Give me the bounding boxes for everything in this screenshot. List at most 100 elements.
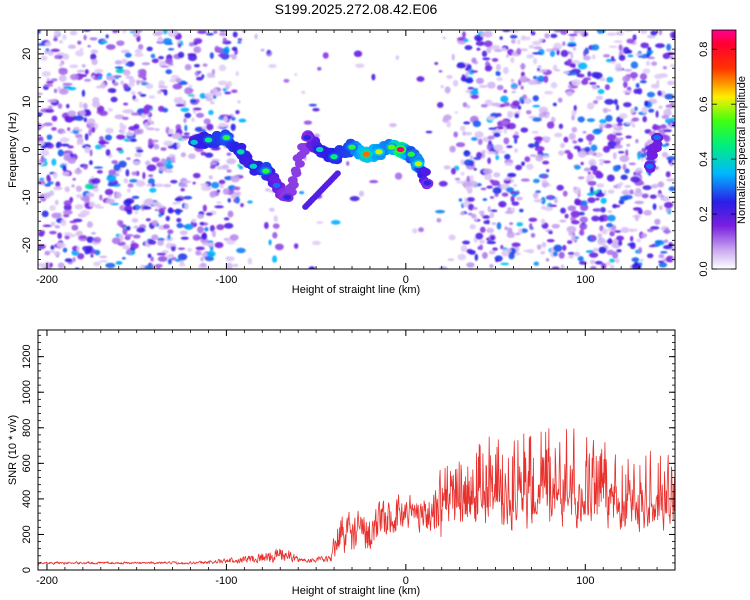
heatmap-cell <box>514 148 518 153</box>
heatmap-cell <box>196 76 204 81</box>
heatmap-cell <box>158 55 164 60</box>
heatmap-cell <box>481 50 488 57</box>
heatmap-cell <box>39 177 45 181</box>
heatmap-cell <box>76 246 80 253</box>
heatmap-cell <box>625 135 632 139</box>
heatmap-cell <box>535 154 544 162</box>
heatmap-cell <box>462 31 466 38</box>
heatmap-cell <box>492 247 498 251</box>
heatmap-cell <box>568 33 578 37</box>
heatmap-cell <box>463 38 469 43</box>
heatmap-cell <box>80 209 91 216</box>
heatmap-cell <box>550 82 558 89</box>
heatmap-cell <box>558 251 565 259</box>
heatmap-cell <box>209 165 216 169</box>
heatmap-cell <box>82 102 88 110</box>
heatmap-cell <box>563 136 569 143</box>
heatmap-cell <box>532 104 541 108</box>
heatmap-ytick-label: 10 <box>21 96 33 108</box>
heatmap-cell <box>62 34 67 40</box>
heatmap-cell <box>607 140 617 148</box>
heatmap-cell <box>654 218 661 225</box>
heatmap-cell <box>167 207 174 214</box>
heatmap-cell <box>161 250 169 254</box>
heatmap-cell <box>559 219 567 223</box>
heatmap-cell <box>121 49 130 54</box>
heatmap-ridge-core <box>283 194 292 200</box>
heatmap-cell <box>668 186 675 192</box>
heatmap-cell <box>105 198 115 204</box>
heatmap-cell <box>517 39 521 45</box>
snr-background <box>38 330 675 570</box>
heatmap-cell <box>595 192 605 198</box>
heatmap-cell <box>125 169 130 177</box>
heatmap-cell <box>46 77 51 81</box>
heatmap-cell <box>487 157 491 165</box>
heatmap-cell <box>113 163 121 172</box>
heatmap-cell <box>453 131 458 138</box>
heatmap-cell <box>460 211 465 216</box>
heatmap-cell <box>527 79 538 85</box>
heatmap-cell <box>139 264 146 269</box>
heatmap-cell <box>59 137 70 143</box>
heatmap-cell <box>627 54 634 58</box>
heatmap-cell <box>478 84 488 88</box>
heatmap-cell <box>617 185 621 189</box>
heatmap-cell <box>661 151 669 158</box>
heatmap-cell <box>619 113 628 119</box>
heatmap-cell <box>134 210 139 215</box>
heatmap-cell <box>49 230 57 235</box>
heatmap-cell <box>180 236 189 240</box>
heatmap-cell <box>504 226 508 231</box>
heatmap-cell <box>154 208 158 212</box>
heatmap-cell <box>192 181 196 185</box>
heatmap-cell <box>663 129 672 133</box>
heatmap-cell <box>551 117 556 122</box>
heatmap-cell <box>492 130 503 134</box>
heatmap-cell <box>183 117 187 124</box>
heatmap-cell <box>133 225 139 229</box>
heatmap-cell <box>44 41 52 47</box>
heatmap-cell <box>226 81 233 87</box>
heatmap-cell <box>227 198 231 203</box>
heatmap-cell <box>669 64 675 68</box>
heatmap-cell <box>586 102 595 110</box>
heatmap-cell <box>184 112 192 119</box>
heatmap-cell <box>177 43 182 48</box>
heatmap-cell <box>541 241 547 248</box>
heatmap-cell <box>184 202 189 210</box>
heatmap-cell <box>629 189 634 195</box>
heatmap-cell <box>151 201 162 207</box>
heatmap-cell <box>663 135 671 143</box>
heatmap-cell <box>489 196 495 199</box>
heatmap-cell <box>598 124 607 128</box>
heatmap-cell <box>235 109 240 115</box>
heatmap-cell <box>40 158 45 164</box>
heatmap-cell <box>550 33 558 39</box>
heatmap-cell <box>158 80 165 88</box>
heatmap-cell <box>535 190 541 194</box>
heatmap-cell <box>247 200 253 204</box>
heatmap-cell <box>38 30 41 34</box>
heatmap-cell <box>635 188 642 193</box>
heatmap-cell <box>181 135 191 139</box>
heatmap-cell <box>658 260 665 264</box>
heatmap-cell <box>126 157 131 161</box>
heatmap-cell <box>614 139 622 144</box>
heatmap-cell <box>132 160 141 166</box>
heatmap-cell <box>129 179 139 183</box>
heatmap-cell <box>587 197 596 204</box>
heatmap-cell <box>273 215 278 223</box>
heatmap-ridge-core <box>204 137 213 143</box>
heatmap-cell <box>93 261 101 267</box>
heatmap-cell <box>542 160 550 165</box>
heatmap-cell <box>579 229 585 236</box>
heatmap-cell <box>504 153 511 160</box>
colorbar-tick-label: 0.8 <box>698 42 710 57</box>
heatmap-cell <box>538 112 545 119</box>
heatmap-cell <box>40 55 48 61</box>
heatmap-cell <box>206 72 211 79</box>
heatmap-cell <box>209 161 218 166</box>
heatmap-cell <box>548 204 558 208</box>
heatmap-cell <box>204 256 215 262</box>
